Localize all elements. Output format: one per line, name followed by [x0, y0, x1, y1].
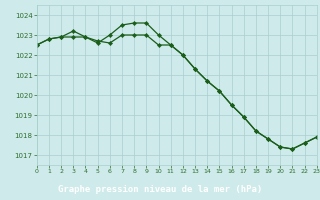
Text: Graphe pression niveau de la mer (hPa): Graphe pression niveau de la mer (hPa)	[58, 185, 262, 194]
